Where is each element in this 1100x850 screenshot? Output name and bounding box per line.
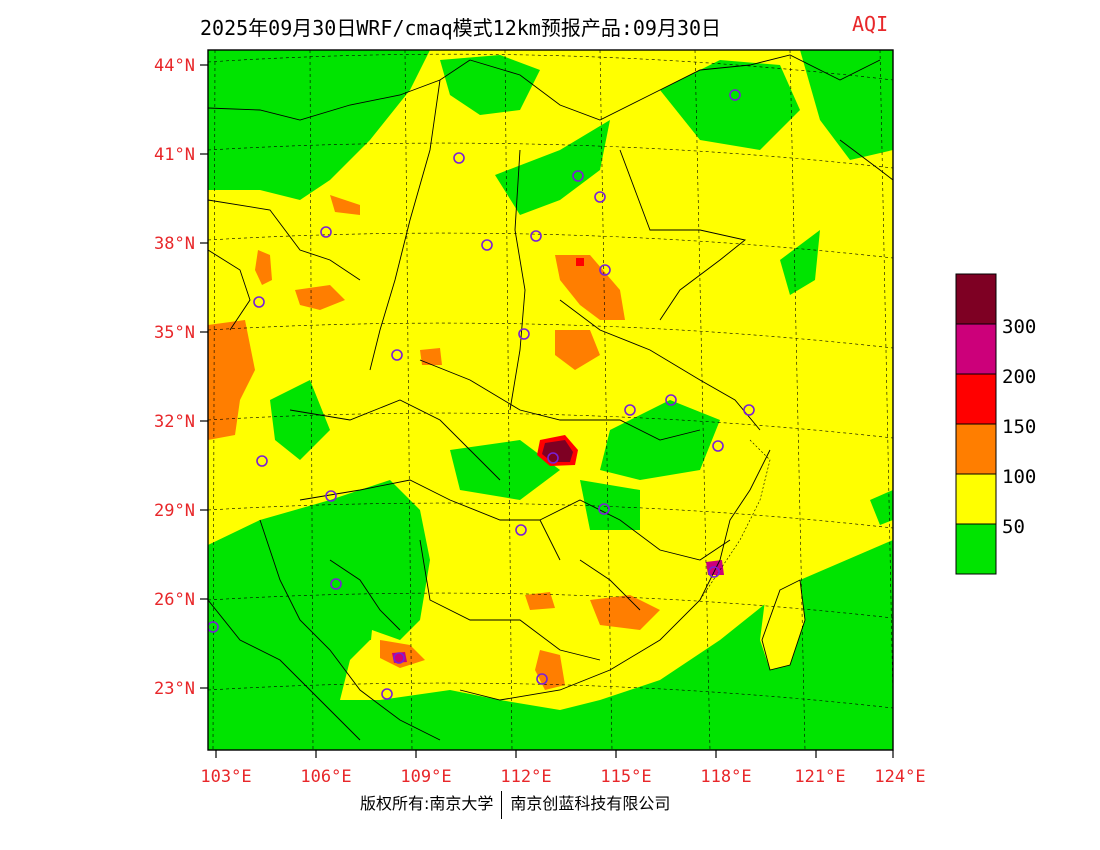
lat-label-29: 29°N	[154, 501, 195, 521]
lat-label-26: 26°N	[154, 590, 195, 610]
lon-label-121: 121°E	[794, 767, 845, 787]
legend-label-200: 200	[1002, 366, 1036, 388]
legend-swatch-very-unhealthy	[955, 323, 997, 375]
footer-divider	[501, 790, 503, 819]
lon-label-112: 112°E	[500, 767, 551, 787]
legend-label-50: 50	[1002, 516, 1025, 538]
legend-label-300: 300	[1002, 316, 1036, 338]
lat-label-23: 23°N	[154, 679, 195, 699]
aqi-label: AQI	[852, 12, 889, 36]
aqi-legend: 300 200 150 100 50	[955, 273, 1036, 575]
lat-label-38: 38°N	[154, 234, 195, 254]
map-title: 2025年09月30日WRF/cmaq模式12km预报产品:09月30日	[200, 16, 722, 40]
footer-credits: 版权所有:南京大学 南京创蓝科技有限公司	[360, 790, 670, 819]
lon-label-118: 118°E	[700, 767, 751, 787]
legend-swatch-unhealthy	[955, 373, 997, 425]
map-frame	[207, 49, 894, 751]
legend-label-100: 100	[1002, 466, 1036, 488]
legend-swatch-hazardous	[955, 273, 997, 325]
lon-label-109: 109°E	[400, 767, 451, 787]
lat-label-44: 44°N	[154, 56, 195, 76]
lon-label-106: 106°E	[300, 767, 351, 787]
legend-swatch-good	[955, 523, 997, 575]
lat-label-41: 41°N	[154, 145, 195, 165]
lon-label-115: 115°E	[600, 767, 651, 787]
lat-label-35: 35°N	[154, 323, 195, 343]
lon-label-103: 103°E	[200, 767, 251, 787]
copyright-text: 版权所有:南京大学	[360, 794, 494, 813]
legend-swatch-sensitive	[955, 423, 997, 475]
legend-label-150: 150	[1002, 416, 1036, 438]
lat-label-32: 32°N	[154, 412, 195, 432]
company-text: 南京创蓝科技有限公司	[510, 794, 671, 813]
aqi-map-area	[208, 50, 893, 750]
legend-swatch-moderate	[955, 473, 997, 525]
lon-label-124: 124°E	[874, 767, 925, 787]
